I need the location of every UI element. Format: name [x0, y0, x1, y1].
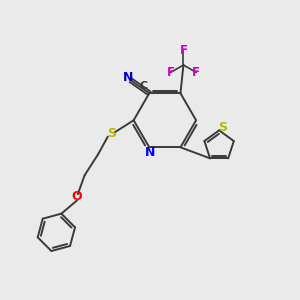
Text: F: F — [167, 66, 175, 79]
Text: S: S — [107, 127, 116, 140]
Text: F: F — [179, 44, 188, 57]
Text: N: N — [145, 146, 155, 159]
Text: F: F — [192, 66, 200, 79]
Text: N: N — [123, 71, 133, 84]
Text: S: S — [218, 121, 227, 134]
Text: O: O — [72, 190, 83, 203]
Text: C: C — [140, 81, 148, 91]
